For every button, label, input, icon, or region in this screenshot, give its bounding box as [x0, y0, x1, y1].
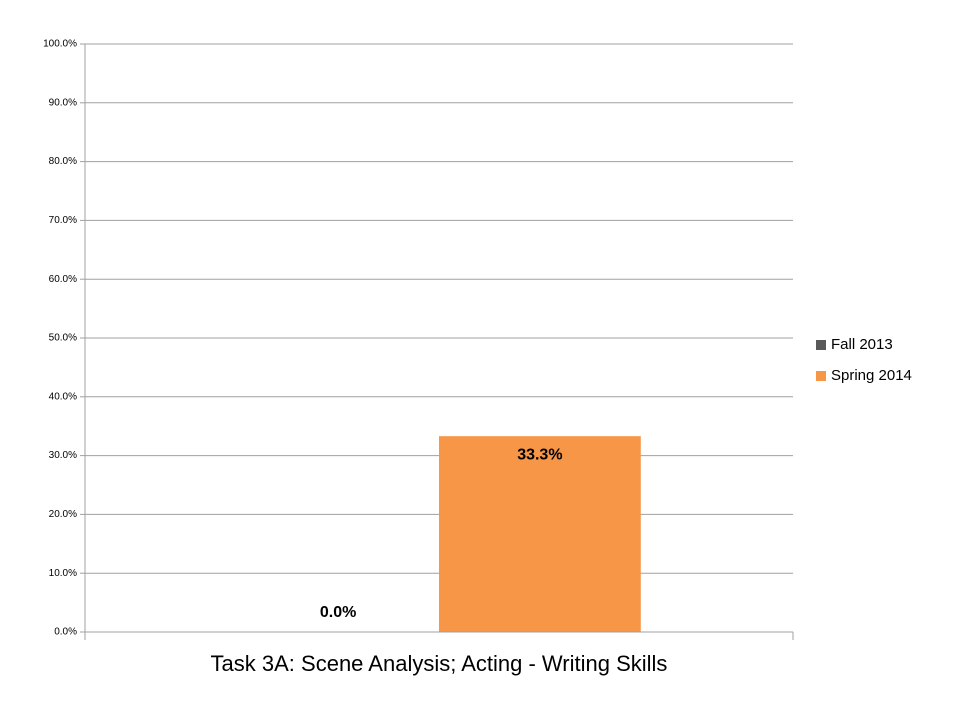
data-label: 0.0%: [320, 604, 356, 621]
y-tick-label: 80.0%: [49, 156, 77, 167]
y-tick-label: 10.0%: [49, 568, 77, 579]
y-tick-label: 90.0%: [49, 97, 77, 108]
data-label: 33.3%: [517, 446, 562, 463]
y-tick-label: 40.0%: [49, 391, 77, 402]
y-tick-label: 50.0%: [49, 333, 77, 344]
legend-label: Fall 2013: [831, 336, 893, 353]
legend-swatch: [816, 340, 826, 350]
bar: [439, 436, 641, 632]
y-tick-label: 0.0%: [54, 627, 77, 638]
legend-swatch: [816, 371, 826, 381]
y-tick-label: 30.0%: [49, 450, 77, 461]
y-tick-label: 60.0%: [49, 274, 77, 285]
y-tick-label: 70.0%: [49, 215, 77, 226]
legend-label: Spring 2014: [831, 367, 912, 384]
y-tick-label: 20.0%: [49, 509, 77, 520]
y-tick-label: 100.0%: [43, 39, 77, 50]
x-tick-label: Task 3A: Scene Analysis; Acting - Writin…: [211, 651, 668, 676]
